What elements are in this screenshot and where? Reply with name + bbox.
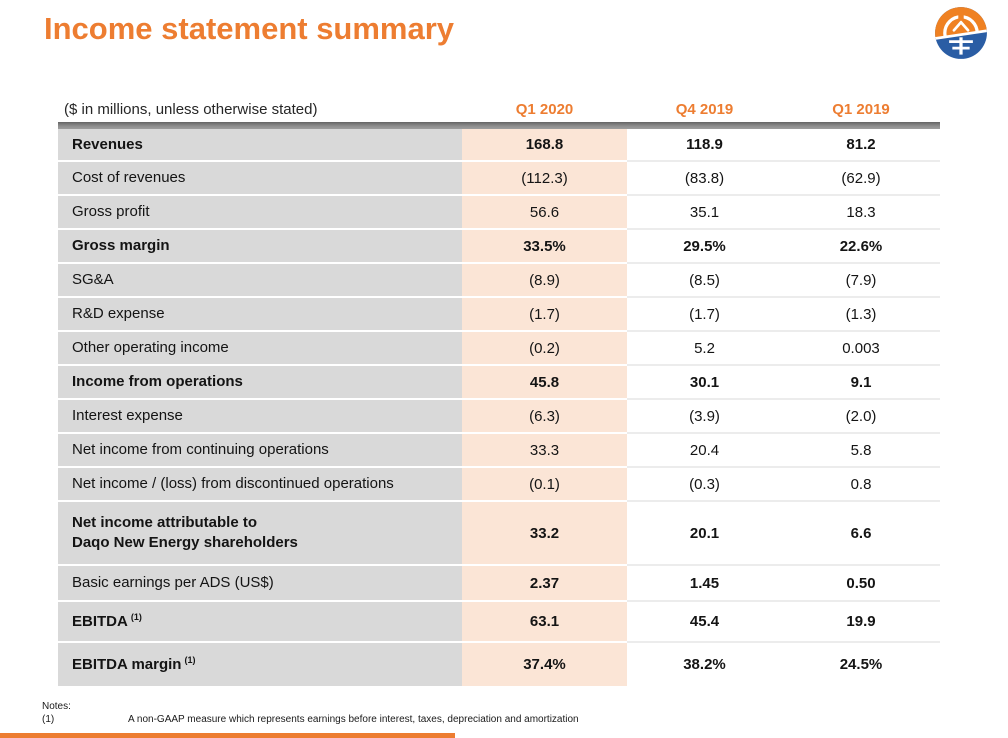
income-table-body: Revenues 168.8 118.9 81.2 Cost of revenues (1… xyxy=(58,129,940,686)
value-cell: 33.5% xyxy=(462,230,627,264)
row-label: EBITDA margin (1) xyxy=(58,643,462,686)
table-row: Income from operations 45.8 30.1 9.1 xyxy=(58,366,940,400)
note-item: (1) A non-GAAP measure which represents … xyxy=(42,714,579,725)
value-cell: (1.3) xyxy=(782,298,940,332)
table-row: R&D expense (1.7) (1.7) (1.3) xyxy=(58,298,940,332)
page-title: Income statement summary xyxy=(44,11,455,46)
value-cell: (8.5) xyxy=(627,264,782,298)
table-row: Gross margin 33.5% 29.5% 22.6% xyxy=(58,230,940,264)
column-header-q4-2019: Q4 2019 xyxy=(675,101,734,118)
value-cell: 18.3 xyxy=(782,196,940,230)
value-cell: 5.2 xyxy=(627,332,782,366)
value-cell: 33.3 xyxy=(462,434,627,468)
column-header-q1-2019: Q1 2019 xyxy=(832,101,890,118)
value-cell: 6.6 xyxy=(782,502,940,566)
value-cell: 1.45 xyxy=(627,566,782,602)
value-cell: 168.8 xyxy=(462,129,627,162)
value-cell: 45.8 xyxy=(462,366,627,400)
table-header-row: ($ in millions, unless otherwise stated)… xyxy=(58,95,940,122)
row-label: Other operating income xyxy=(58,332,462,366)
value-cell: 0.003 xyxy=(782,332,940,366)
value-cell: 5.8 xyxy=(782,434,940,468)
table-row: Cost of revenues (112.3) (83.8) (62.9) xyxy=(58,162,940,196)
footer-accent-bar xyxy=(0,733,455,738)
value-cell: 37.4% xyxy=(462,643,627,686)
note-marker: (1) xyxy=(42,714,55,725)
value-cell: 22.6% xyxy=(782,230,940,264)
value-cell: (7.9) xyxy=(782,264,940,298)
value-cell: 38.2% xyxy=(683,656,726,673)
table-row: Other operating income (0.2) 5.2 0.003 xyxy=(58,332,940,366)
row-label: Gross profit xyxy=(58,196,462,230)
table-row: Revenues 168.8 118.9 81.2 xyxy=(58,129,940,162)
value-cell: (6.3) xyxy=(462,400,627,434)
value-cell: 20.4 xyxy=(627,434,782,468)
value-cell: 118.9 xyxy=(627,129,782,162)
row-label: Net income attributable to Daqo New Energ… xyxy=(58,502,462,566)
row-label: SG&A xyxy=(58,264,462,298)
table-row: Net income attributable to Daqo New Energ… xyxy=(58,502,940,566)
header-divider-bar xyxy=(58,122,940,129)
row-label: Basic earnings per ADS (US$) xyxy=(58,566,462,602)
value-cell: (0.2) xyxy=(462,332,627,366)
value-cell: 30.1 xyxy=(627,366,782,400)
column-header-q1-2020: Q1 2020 xyxy=(515,101,574,118)
value-cell: 2.37 xyxy=(462,566,627,602)
value-cell: 0.50 xyxy=(782,566,940,602)
footnote-ref: (1) xyxy=(130,611,142,622)
value-cell: (2.0) xyxy=(782,400,940,434)
row-label: Gross margin xyxy=(58,230,462,264)
value-cell: (3.9) xyxy=(627,400,782,434)
value-cell: 56.6 xyxy=(462,196,627,230)
value-cell: (1.7) xyxy=(462,298,627,332)
value-cell: 19.9 xyxy=(782,602,940,643)
value-cell: 29.5% xyxy=(627,230,782,264)
row-label: Net income from continuing operations xyxy=(58,434,462,468)
value-cell: 24.5% xyxy=(839,656,883,673)
value-cell: 33.2 xyxy=(462,502,627,566)
value-cell: 63.1 xyxy=(462,602,627,643)
value-cell: (112.3) xyxy=(462,162,627,196)
table-row: Basic earnings per ADS (US$) 2.37 1.45 0.50 xyxy=(58,566,940,602)
table-row: Net income / (loss) from discontinued op… xyxy=(58,468,940,502)
income-statement-table: ($ in millions, unless otherwise stated)… xyxy=(58,95,940,686)
value-cell: (0.1) xyxy=(462,468,627,502)
table-row: Gross profit 56.6 35.1 18.3 xyxy=(58,196,940,230)
table-row: Interest expense (6.3) (3.9) (2.0) xyxy=(58,400,940,434)
value-cell: 81.2 xyxy=(782,129,940,162)
value-cell: (62.9) xyxy=(782,162,940,196)
table-row: EBITDA margin (1) 37.4% 38.2% 24.5% xyxy=(58,643,940,686)
value-cell: 35.1 xyxy=(627,196,782,230)
row-label: Income from operations xyxy=(58,366,462,400)
daqo-logo-icon xyxy=(935,7,987,59)
value-cell: 9.1 xyxy=(782,366,940,400)
value-cell: (0.3) xyxy=(627,468,782,502)
table-row: Net income from continuing operations 33.… xyxy=(58,434,940,468)
value-cell: (1.7) xyxy=(627,298,782,332)
value-cell: 0.8 xyxy=(782,468,940,502)
table-row: EBITDA (1) 63.1 45.4 19.9 xyxy=(58,602,940,643)
row-label: Net income / (loss) from discontinued op… xyxy=(58,468,462,502)
row-label: R&D expense xyxy=(58,298,462,332)
row-label: EBITDA (1) xyxy=(58,602,462,643)
footnote-ref: (1) xyxy=(184,654,196,665)
notes-section: Notes: (1) A non-GAAP measure which repr… xyxy=(42,701,579,725)
unit-label: ($ in millions, unless otherwise stated) xyxy=(64,101,318,118)
value-cell: (83.8) xyxy=(627,162,782,196)
notes-heading: Notes: xyxy=(42,701,71,712)
row-label: Interest expense xyxy=(58,400,462,434)
value-cell: 20.1 xyxy=(627,502,782,566)
value-cell: 45.4 xyxy=(627,602,782,643)
table-row: SG&A (8.9) (8.5) (7.9) xyxy=(58,264,940,298)
row-label: Revenues xyxy=(58,129,462,162)
value-cell: (8.9) xyxy=(462,264,627,298)
row-label: Cost of revenues xyxy=(58,162,462,196)
note-text: A non-GAAP measure which represents earn… xyxy=(128,714,579,725)
